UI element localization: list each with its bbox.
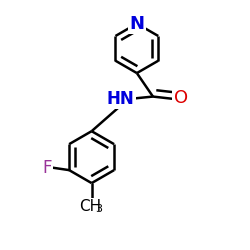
Text: HN: HN xyxy=(107,90,135,108)
Text: CH: CH xyxy=(79,198,102,214)
Text: O: O xyxy=(174,89,188,107)
Text: N: N xyxy=(129,15,144,33)
Text: 3: 3 xyxy=(96,204,102,214)
Text: F: F xyxy=(42,159,52,177)
